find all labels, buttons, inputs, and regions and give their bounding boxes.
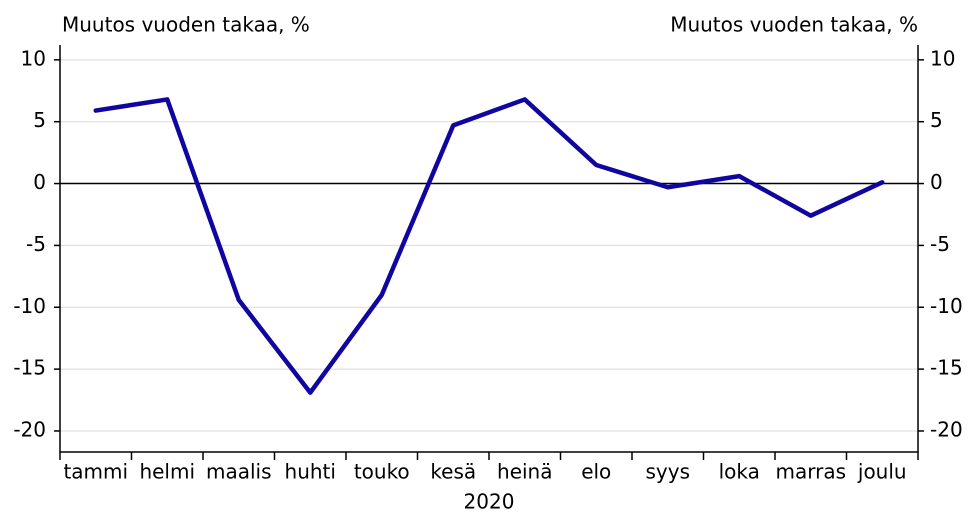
x-tick-label: elo: [581, 460, 611, 484]
y-tick-label: 0: [33, 170, 46, 194]
x-tick-label: huhti: [285, 460, 336, 484]
y-tick-label: 10: [21, 46, 46, 70]
x-tick-label: maalis: [206, 460, 272, 484]
x-tick-label: kesä: [430, 460, 476, 484]
x-tick-label: joulu: [857, 460, 907, 484]
y-tick-label: -15: [13, 356, 46, 380]
y2-tick-label: -10: [930, 294, 963, 318]
y-tick-label: -20: [13, 417, 46, 441]
x-tick-label: heinä: [497, 460, 552, 484]
x-tick-label: helmi: [139, 460, 195, 484]
y2-tick-label: -20: [930, 417, 963, 441]
y-axis-label: Muutos vuoden takaa, %: [62, 13, 310, 37]
x-tick-label: tammi: [63, 460, 128, 484]
y-tick-label: -5: [26, 232, 46, 256]
y-tick-label: -10: [13, 294, 46, 318]
x-tick-label: syys: [645, 460, 690, 484]
x-tick-label: touko: [354, 460, 410, 484]
y2-tick-label: 5: [930, 108, 943, 132]
x-axis-label: 2020: [464, 490, 515, 514]
x-tick-label: marras: [775, 460, 846, 484]
y-tick-label: 5: [33, 108, 46, 132]
x-tick-label: loka: [719, 460, 760, 484]
data-line: [93, 97, 885, 395]
y2-axis-label: Muutos vuoden takaa, %: [670, 13, 918, 37]
y2-tick-label: -5: [930, 232, 950, 256]
y2-tick-label: 10: [930, 46, 955, 70]
y2-tick-label: -15: [930, 356, 963, 380]
y2-tick-label: 0: [930, 170, 943, 194]
